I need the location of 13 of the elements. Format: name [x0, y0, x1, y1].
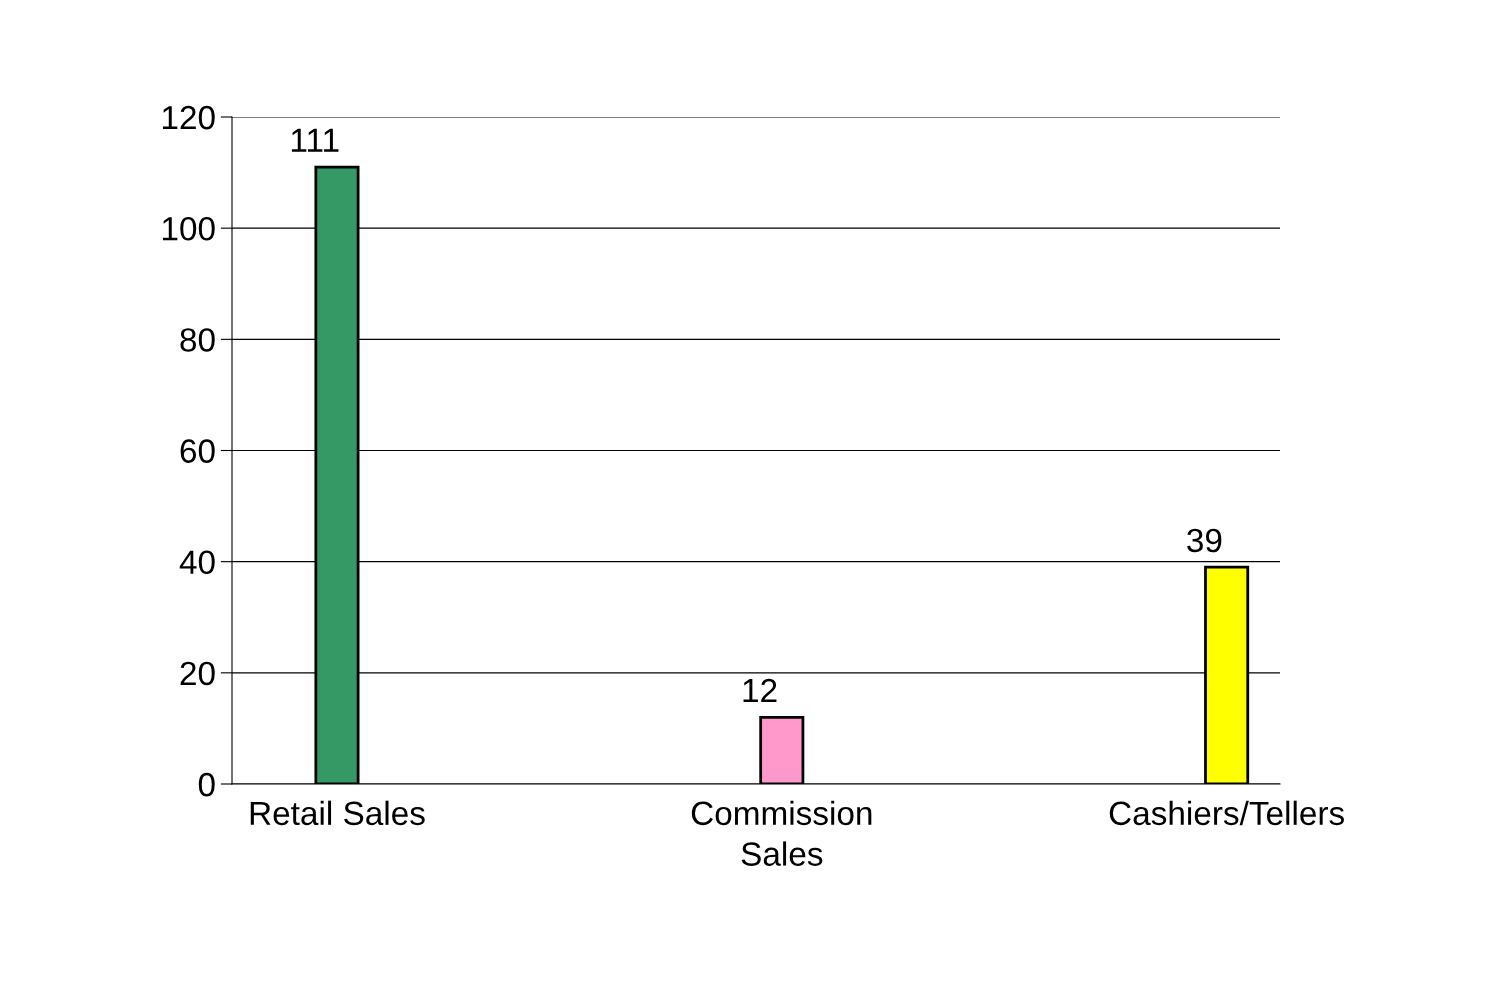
x-tick-label: Retail Sales [250, 800, 425, 826]
y-tick-label: 40 [179, 550, 215, 575]
y-tick-label: 120 [162, 105, 215, 130]
y-tick-label: 100 [162, 216, 215, 241]
data-label: 12 [743, 678, 777, 703]
x-tick-label: Commission Sales [691, 800, 872, 866]
y-tick-label: 60 [180, 439, 215, 463]
y-tick-label: 80 [180, 328, 215, 352]
y-tick-label: 0 [198, 772, 215, 797]
data-label: 39 [1187, 528, 1222, 553]
y-tick-label: 20 [180, 661, 215, 686]
x-tick-label: Cashiers/Tellers [1109, 800, 1344, 826]
data-label: 111 [291, 128, 339, 152]
